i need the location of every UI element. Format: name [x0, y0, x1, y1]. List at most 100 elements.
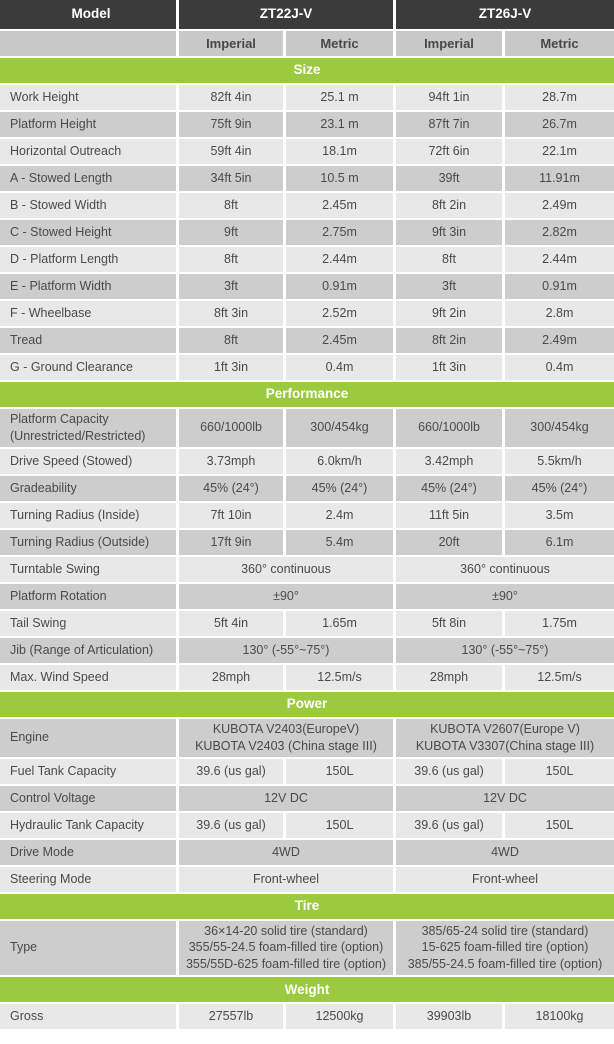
- value-cell: 2.8m: [505, 301, 614, 326]
- value-cell: 1ft 3in: [179, 355, 283, 380]
- value-cell: 2.45m: [286, 328, 393, 353]
- value-cell: 4WD: [396, 839, 614, 865]
- row-label: Fuel Tank Capacity: [0, 758, 176, 784]
- value-cell: 2.44m: [505, 247, 614, 272]
- value-cell: 4WD: [179, 839, 393, 865]
- value-cell: 87ft 7in: [396, 112, 502, 137]
- value-cell: 150L: [286, 758, 393, 784]
- row-label: Jib (Range of Articulation): [0, 637, 176, 663]
- value-cell: 82ft 4in: [179, 85, 283, 110]
- row-label: Platform Rotation: [0, 583, 176, 609]
- value-cell: 0.4m: [286, 355, 393, 380]
- value-cell: 5ft 4in: [179, 610, 283, 636]
- row-label: F - Wheelbase: [0, 301, 176, 326]
- value-cell: 3ft: [396, 274, 502, 299]
- row-label: Tread: [0, 328, 176, 353]
- value-cell: 11.91m: [505, 166, 614, 191]
- value-cell: 28mph: [396, 664, 502, 690]
- value-cell: 1ft 3in: [396, 355, 502, 380]
- value-cell: 0.91m: [286, 274, 393, 299]
- row-label: Max. Wind Speed: [0, 664, 176, 690]
- value-cell: 2.52m: [286, 301, 393, 326]
- section-band-performance: Performance: [0, 382, 614, 407]
- row-label: Platform Capacity (Unrestricted/Restrict…: [0, 409, 176, 447]
- section-band-size: Size: [0, 58, 614, 83]
- value-cell: 1.75m: [505, 610, 614, 636]
- value-cell: 300/454kg: [505, 409, 614, 447]
- value-cell: 12500kg: [286, 1004, 393, 1030]
- value-cell: 660/1000lb: [396, 409, 502, 447]
- value-cell: 8ft: [179, 247, 283, 272]
- row-label: Type: [0, 920, 176, 976]
- row-label: Tail Swing: [0, 610, 176, 636]
- value-cell: 300/454kg: [286, 409, 393, 447]
- value-cell: 39ft: [396, 166, 502, 191]
- row-label: G - Ground Clearance: [0, 355, 176, 380]
- row-label: A - Stowed Length: [0, 166, 176, 191]
- value-cell: 28.7m: [505, 85, 614, 110]
- value-cell: 25.1 m: [286, 85, 393, 110]
- value-cell: 360° continuous: [179, 556, 393, 582]
- value-cell: 150L: [286, 812, 393, 838]
- subheader-blank-cell: [0, 31, 176, 56]
- zt22-imperial-column-header: Imperial: [179, 31, 283, 56]
- zt26-metric-column-header: Metric: [505, 31, 614, 56]
- row-label: Control Voltage: [0, 785, 176, 811]
- value-cell: 75ft 9in: [179, 112, 283, 137]
- value-cell: 8ft: [179, 193, 283, 218]
- row-label: Hydraulic Tank Capacity: [0, 812, 176, 838]
- value-cell: 2.75m: [286, 220, 393, 245]
- value-cell: 12V DC: [396, 785, 614, 811]
- value-cell: 130° (-55°~75°): [396, 637, 614, 663]
- value-cell: 3.73mph: [179, 448, 283, 474]
- zt22-metric-column-header: Metric: [286, 31, 393, 56]
- value-cell: 26.7m: [505, 112, 614, 137]
- value-cell: 150L: [505, 758, 614, 784]
- row-label: Engine: [0, 718, 176, 757]
- value-cell: 39903lb: [396, 1004, 502, 1030]
- value-cell: 39.6 (us gal): [396, 812, 502, 838]
- value-cell: 8ft: [179, 328, 283, 353]
- model-zt26j-v-header: ZT26J-V: [396, 0, 614, 29]
- value-cell: 11ft 5in: [396, 502, 502, 528]
- row-label: D - Platform Length: [0, 247, 176, 272]
- value-cell: 34ft 5in: [179, 166, 283, 191]
- row-label: Turntable Swing: [0, 556, 176, 582]
- row-label: C - Stowed Height: [0, 220, 176, 245]
- value-cell: ±90°: [179, 583, 393, 609]
- value-cell: 2.49m: [505, 193, 614, 218]
- row-label: Gradeability: [0, 475, 176, 501]
- row-label: E - Platform Width: [0, 274, 176, 299]
- row-label: Gross: [0, 1004, 176, 1030]
- value-cell: 385/65-24 solid tire (standard) 15-625 f…: [396, 920, 614, 976]
- value-cell: 18.1m: [286, 139, 393, 164]
- value-cell: 23.1 m: [286, 112, 393, 137]
- value-cell: 7ft 10in: [179, 502, 283, 528]
- value-cell: 18100kg: [505, 1004, 614, 1030]
- value-cell: 39.6 (us gal): [179, 812, 283, 838]
- value-cell: 17ft 9in: [179, 529, 283, 555]
- row-label: Work Height: [0, 85, 176, 110]
- value-cell: 130° (-55°~75°): [179, 637, 393, 663]
- value-cell: 2.44m: [286, 247, 393, 272]
- value-cell: 3.5m: [505, 502, 614, 528]
- row-label: B - Stowed Width: [0, 193, 176, 218]
- value-cell: 660/1000lb: [179, 409, 283, 447]
- value-cell: 1.65m: [286, 610, 393, 636]
- value-cell: 360° continuous: [396, 556, 614, 582]
- value-cell: 9ft 2in: [396, 301, 502, 326]
- value-cell: 3ft: [179, 274, 283, 299]
- value-cell: 22.1m: [505, 139, 614, 164]
- value-cell: 5.5km/h: [505, 448, 614, 474]
- value-cell: 45% (24°): [396, 475, 502, 501]
- value-cell: 6.1m: [505, 529, 614, 555]
- value-cell: 2.49m: [505, 328, 614, 353]
- value-cell: 2.45m: [286, 193, 393, 218]
- value-cell: 36×14-20 solid tire (standard) 355/55-24…: [179, 920, 393, 976]
- value-cell: 0.4m: [505, 355, 614, 380]
- value-cell: 72ft 6in: [396, 139, 502, 164]
- value-cell: 150L: [505, 812, 614, 838]
- value-cell: 12.5m/s: [286, 664, 393, 690]
- value-cell: 8ft 3in: [179, 301, 283, 326]
